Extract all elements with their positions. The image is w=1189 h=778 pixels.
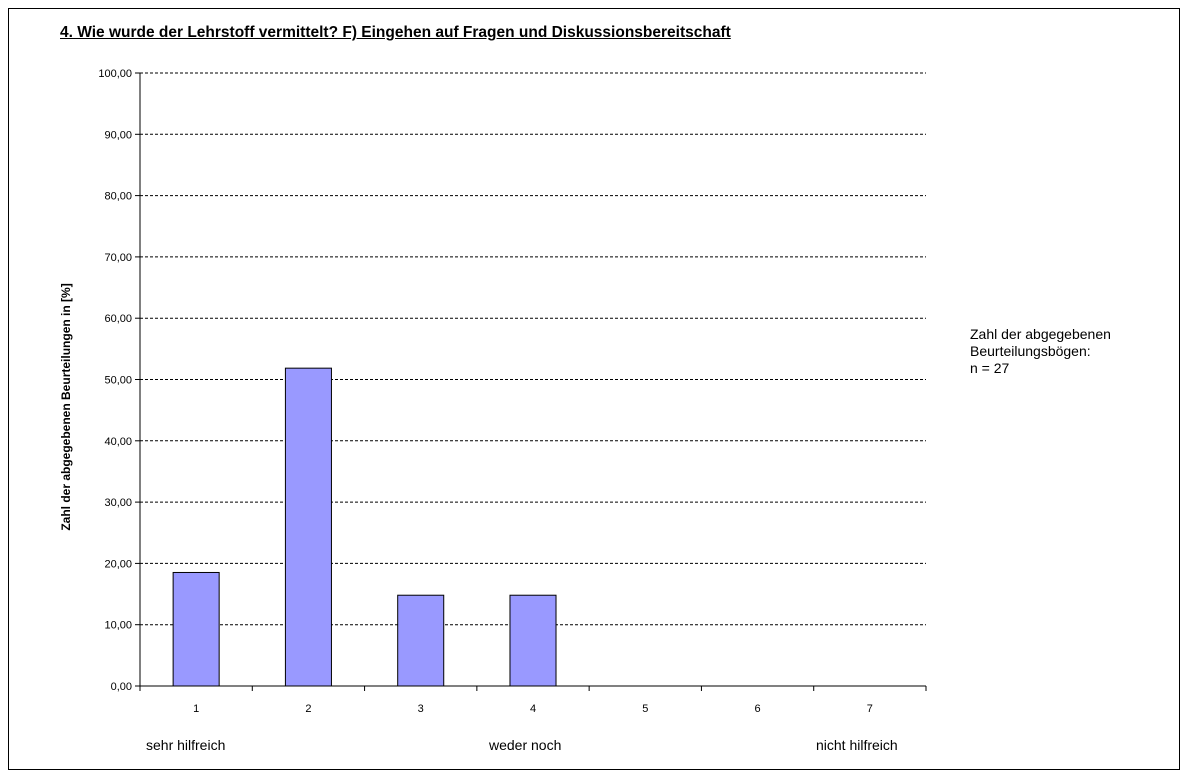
x-tick-label: 7: [867, 703, 873, 715]
bar: [172, 571, 220, 687]
sample-size-note: Zahl der abgegebenen Beurteilungsbögen: …: [970, 326, 1111, 377]
y-tick-label: 30,00: [104, 497, 132, 509]
y-tick-label: 70,00: [104, 252, 132, 264]
y-tick-label: 10,00: [104, 620, 132, 632]
y-tick-label: 80,00: [104, 191, 132, 203]
bars: [172, 367, 557, 687]
y-tick-label: 60,00: [104, 313, 132, 325]
bar: [509, 594, 557, 687]
x-tick-label: 2: [305, 703, 311, 715]
note-line-3: n = 27: [970, 360, 1010, 376]
x-tick-label: 4: [530, 703, 536, 715]
axes: [135, 72, 927, 691]
scale-label-left: sehr hilfreich: [146, 737, 226, 753]
y-tick-label: 100,00: [98, 68, 132, 80]
y-tick-label: 90,00: [104, 129, 132, 141]
note-line-1: Zahl der abgegebenen: [970, 326, 1111, 342]
y-axis-label: Zahl der abgegebenen Beurteilungen in [%…: [59, 283, 73, 530]
bar: [397, 594, 445, 687]
x-tick-label: 1: [193, 703, 199, 715]
y-tick-label: 50,00: [104, 375, 132, 387]
chart-title: 4. Wie wurde der Lehrstoff vermittelt? F…: [60, 24, 731, 41]
scale-label-middle: weder noch: [489, 737, 562, 753]
grid-lines: [140, 72, 926, 626]
x-tick-label: 6: [755, 703, 761, 715]
scale-label-right: nicht hilfreich: [816, 737, 898, 753]
x-tick-label: 5: [642, 703, 648, 715]
bar: [284, 367, 332, 687]
y-tick-label: 20,00: [104, 558, 132, 570]
y-tick-label: 0,00: [111, 681, 132, 693]
y-tick-label: 40,00: [104, 436, 132, 448]
tick-labels: 0,00 10,00 20,00 30,00 40,00 50,00 60,00 70,00 8…: [98, 68, 873, 715]
note-line-2: Beurteilungsbögen:: [970, 343, 1091, 359]
x-tick-label: 3: [418, 703, 424, 715]
